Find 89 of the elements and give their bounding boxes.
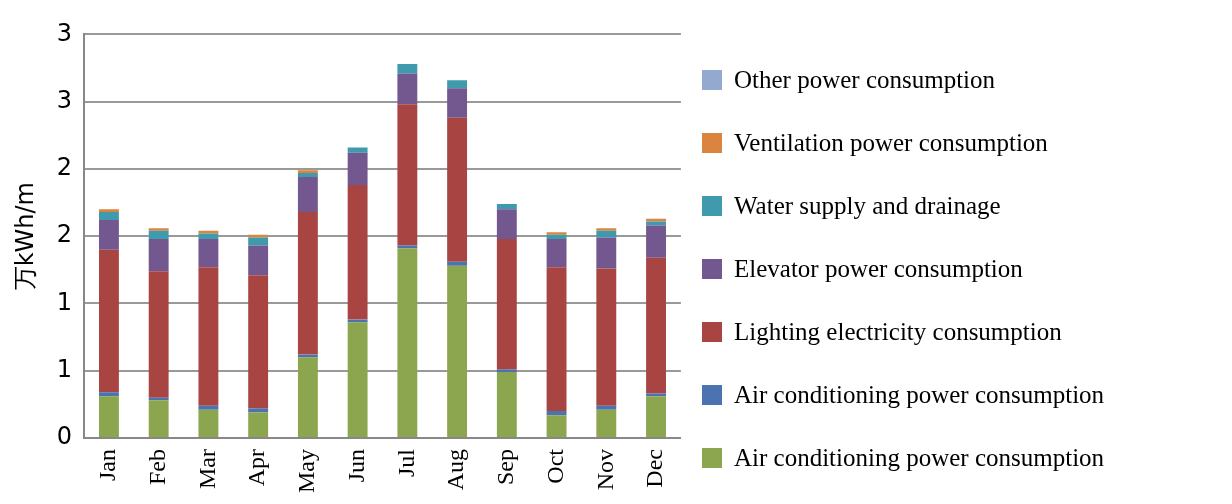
bar <box>546 267 567 412</box>
x-tick-label: Dec <box>641 449 668 488</box>
bar <box>596 230 617 238</box>
x-tick-label: Aug <box>442 449 469 491</box>
bar <box>248 237 269 246</box>
bar <box>98 392 119 397</box>
bar <box>148 400 169 438</box>
bar <box>297 357 318 438</box>
bar <box>397 248 418 438</box>
x-tick-label: May <box>293 449 320 494</box>
bar <box>248 408 269 413</box>
bar <box>546 234 567 239</box>
bar <box>98 396 119 438</box>
bar <box>198 233 219 239</box>
bar <box>98 209 119 212</box>
bar <box>198 238 219 268</box>
bar <box>297 172 318 178</box>
bar <box>646 257 666 394</box>
bar <box>297 170 318 173</box>
bar <box>198 230 219 234</box>
y-tick-label: 1 <box>56 287 73 316</box>
bar <box>397 73 418 105</box>
bar <box>148 230 169 239</box>
bar <box>646 221 666 226</box>
y-tick-label: 3 <box>56 18 73 47</box>
bar <box>546 232 567 235</box>
bar <box>297 211 318 355</box>
x-tick-label: Jan <box>94 449 121 482</box>
bar <box>646 225 666 258</box>
bar <box>596 228 617 231</box>
bar <box>347 322 368 438</box>
y-axis-title: 万kWh/m <box>10 182 39 291</box>
bar <box>248 275 269 409</box>
bar <box>596 237 617 269</box>
legend-label: Ventilation power consumption <box>734 128 1048 157</box>
y-tick-label: 2 <box>56 220 73 249</box>
bar <box>447 117 468 262</box>
bar <box>148 271 169 398</box>
bar <box>496 238 517 370</box>
bar <box>447 265 468 438</box>
x-tick-label: Oct <box>541 448 568 484</box>
bar <box>447 88 468 118</box>
legend-label: Other power consumption <box>734 65 996 94</box>
bar <box>347 185 368 320</box>
bar <box>148 238 169 272</box>
bar <box>397 104 418 246</box>
bar <box>198 405 219 410</box>
bar <box>596 409 617 438</box>
bar <box>496 372 517 438</box>
bar <box>98 220 119 250</box>
legend-label: Elevator power consumption <box>734 254 1023 283</box>
x-tick-label: Apr <box>243 449 270 487</box>
y-tick-label: 0 <box>56 422 73 451</box>
bar <box>596 405 617 410</box>
y-tick-label: 2 <box>56 153 73 182</box>
bar <box>546 238 567 268</box>
y-tick-label: 3 <box>56 85 73 114</box>
legend-label: Air conditioning power consumption <box>734 443 1105 472</box>
bar <box>98 249 119 393</box>
y-tick-label: 1 <box>56 354 73 383</box>
bar <box>347 152 368 186</box>
legend-label: Air conditioning power consumption <box>734 380 1105 409</box>
bar <box>397 64 418 74</box>
bar <box>297 177 318 212</box>
bar <box>496 369 517 373</box>
bar <box>546 411 567 416</box>
bar <box>347 147 368 153</box>
x-tick-label: Feb <box>143 449 170 486</box>
x-tick-label: Nov <box>591 449 618 491</box>
bar <box>248 234 269 238</box>
x-tick-label: Jun <box>342 449 369 483</box>
bar <box>447 261 468 266</box>
bar <box>496 209 517 239</box>
legend-label: Lighting electricity consumption <box>734 317 1062 346</box>
bar <box>148 228 169 231</box>
bar <box>248 245 269 276</box>
bar <box>546 415 567 438</box>
bar <box>198 409 219 438</box>
bar <box>198 267 219 406</box>
bar <box>596 268 617 406</box>
bar <box>646 396 666 438</box>
x-tick-label: Sep <box>492 449 519 486</box>
bar <box>98 211 119 221</box>
bar <box>496 203 517 210</box>
x-tick-label: Mar <box>193 449 220 489</box>
x-tick-label: Jul <box>392 448 419 478</box>
bar <box>447 80 468 89</box>
bar <box>248 412 269 438</box>
legend-label: Water supply and drainage <box>734 191 1001 220</box>
